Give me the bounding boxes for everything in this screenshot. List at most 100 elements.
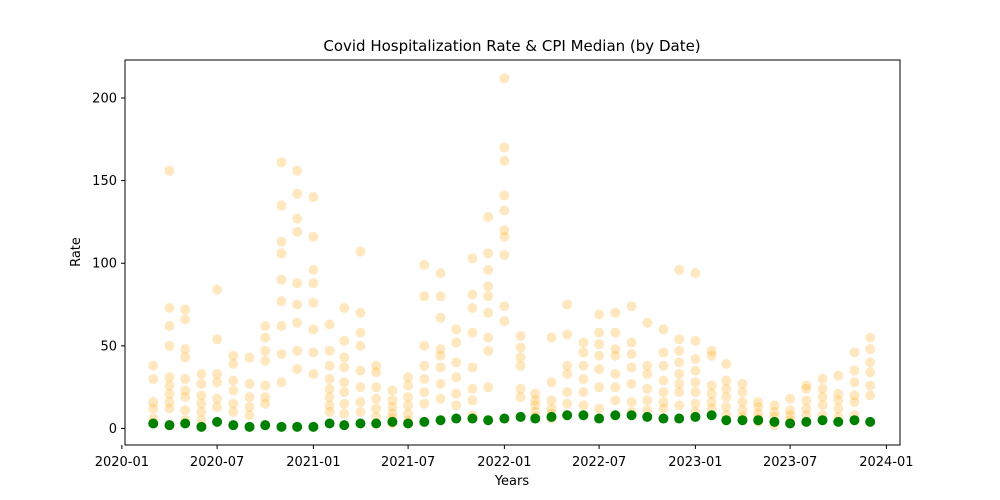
y-tick-label: 150 bbox=[92, 174, 117, 189]
data-point bbox=[674, 264, 685, 275]
data-point bbox=[483, 291, 494, 302]
data-point bbox=[292, 421, 303, 432]
data-point bbox=[467, 327, 478, 338]
data-point bbox=[642, 383, 653, 394]
data-point bbox=[308, 264, 319, 275]
data-point bbox=[499, 316, 510, 327]
data-point bbox=[769, 406, 780, 417]
data-point bbox=[276, 274, 287, 285]
data-point bbox=[769, 400, 780, 411]
data-point bbox=[626, 378, 637, 389]
data-point bbox=[260, 355, 271, 366]
data-point bbox=[610, 350, 621, 361]
data-point bbox=[499, 190, 510, 201]
data-point bbox=[371, 367, 382, 378]
data-point bbox=[451, 413, 462, 424]
data-point bbox=[419, 398, 430, 409]
data-point bbox=[276, 421, 287, 432]
data-point bbox=[355, 327, 366, 338]
data-point bbox=[212, 377, 223, 388]
data-point bbox=[435, 312, 446, 323]
data-point bbox=[276, 200, 287, 211]
data-point bbox=[228, 406, 239, 417]
x-axis: 2020-01 2020-07 2021-01 2021-07 2022-01 2022-… bbox=[95, 445, 914, 470]
data-point bbox=[515, 383, 526, 394]
data-point bbox=[260, 321, 271, 332]
data-point bbox=[148, 418, 159, 429]
data-point bbox=[467, 413, 478, 424]
data-point bbox=[419, 340, 430, 351]
data-point bbox=[721, 392, 732, 403]
data-point bbox=[499, 225, 510, 236]
points-layer bbox=[148, 73, 876, 432]
chart-title: Covid Hospitalization Rate & CPI Median … bbox=[323, 37, 700, 55]
data-point bbox=[817, 400, 828, 411]
data-point bbox=[371, 418, 382, 429]
data-point bbox=[164, 340, 175, 351]
data-point bbox=[546, 403, 557, 414]
data-point bbox=[833, 403, 844, 414]
data-point bbox=[148, 403, 159, 414]
data-point bbox=[196, 390, 207, 401]
data-point bbox=[674, 368, 685, 379]
data-point bbox=[785, 393, 796, 404]
data-point bbox=[435, 268, 446, 279]
data-point bbox=[276, 349, 287, 360]
data-point bbox=[865, 416, 876, 427]
x-tick-label: 2020-01 bbox=[95, 455, 149, 470]
data-point bbox=[387, 385, 398, 396]
data-point bbox=[339, 420, 350, 431]
data-point bbox=[212, 416, 223, 427]
data-point bbox=[371, 403, 382, 414]
data-point bbox=[228, 420, 239, 431]
data-point bbox=[785, 405, 796, 416]
data-point bbox=[865, 344, 876, 355]
data-point bbox=[499, 73, 510, 84]
data-point bbox=[721, 415, 732, 426]
data-point bbox=[658, 324, 669, 335]
data-point bbox=[674, 345, 685, 356]
data-point bbox=[865, 390, 876, 401]
x-tick-label: 2023-01 bbox=[668, 455, 722, 470]
data-point bbox=[260, 392, 271, 403]
data-point bbox=[769, 416, 780, 427]
data-point bbox=[594, 309, 605, 320]
data-point bbox=[324, 400, 335, 411]
data-point bbox=[260, 380, 271, 391]
data-point bbox=[451, 337, 462, 348]
data-point bbox=[212, 402, 223, 412]
data-point bbox=[292, 188, 303, 199]
data-point bbox=[642, 360, 653, 371]
data-point bbox=[164, 372, 175, 383]
data-point bbox=[499, 155, 510, 166]
data-point bbox=[180, 392, 191, 403]
data-point bbox=[419, 387, 430, 398]
x-tick-label: 2022-07 bbox=[572, 455, 626, 470]
data-point bbox=[594, 413, 605, 424]
data-point bbox=[451, 372, 462, 383]
data-point bbox=[355, 307, 366, 318]
data-point bbox=[419, 373, 430, 384]
data-point bbox=[451, 388, 462, 399]
data-point bbox=[658, 403, 669, 414]
data-point bbox=[355, 397, 366, 408]
data-point bbox=[403, 372, 414, 383]
data-point bbox=[419, 291, 430, 302]
data-point bbox=[610, 368, 621, 379]
data-point bbox=[403, 408, 414, 419]
data-point bbox=[578, 360, 589, 371]
data-point bbox=[292, 363, 303, 374]
data-point bbox=[244, 421, 255, 432]
data-point bbox=[801, 380, 812, 391]
data-point bbox=[499, 413, 510, 424]
y-tick-label: 50 bbox=[100, 339, 117, 354]
data-point bbox=[674, 413, 685, 424]
data-point bbox=[180, 385, 191, 396]
data-point bbox=[403, 418, 414, 429]
data-point bbox=[721, 402, 732, 412]
data-point bbox=[164, 302, 175, 313]
x-tick-label: 2021-07 bbox=[381, 455, 435, 470]
data-point bbox=[164, 403, 175, 414]
data-point bbox=[737, 405, 748, 416]
